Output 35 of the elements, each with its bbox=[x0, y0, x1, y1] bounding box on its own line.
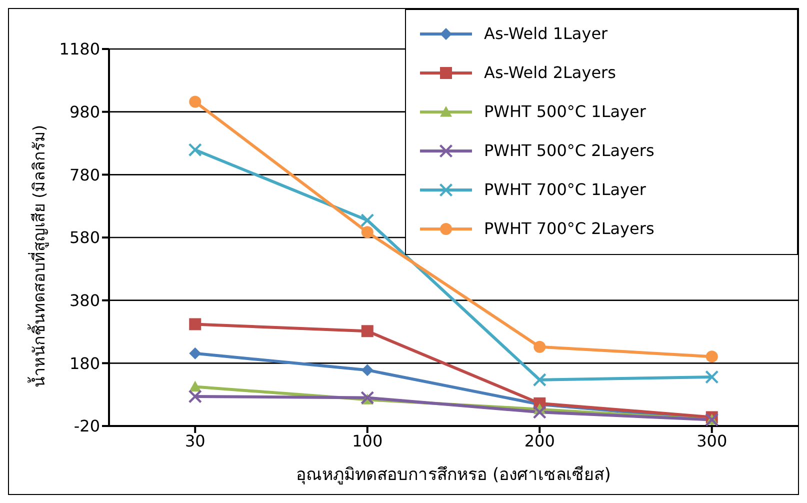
point bbox=[533, 406, 546, 419]
point bbox=[361, 325, 374, 338]
y-tick-label: 1180 bbox=[59, 40, 100, 59]
y-tick-label: 980 bbox=[69, 102, 100, 122]
point bbox=[189, 318, 202, 330]
y-axis-title: น้ำหนักชิ้นทดสอบที่สูญเสีย (มิลลิกรัม) bbox=[28, 124, 50, 388]
point bbox=[188, 143, 202, 156]
y-tick-label: 380 bbox=[69, 291, 100, 310]
point bbox=[360, 214, 374, 227]
y-tick-label: 580 bbox=[69, 228, 100, 248]
x-axis-title: อุณหภูมิทดสอบการสึกหรอ (องศาเซลเซียส) bbox=[296, 465, 611, 485]
point bbox=[705, 370, 718, 384]
point bbox=[360, 391, 374, 404]
legend-label: As-Weld 2Layers bbox=[484, 63, 616, 82]
point bbox=[188, 390, 202, 403]
legend-label: As-Weld 1Layer bbox=[484, 24, 608, 43]
point bbox=[706, 350, 718, 363]
y-tick-label: 780 bbox=[69, 165, 100, 184]
legend-label: PWHT 500°C 2Layers bbox=[484, 141, 654, 160]
y-tick-label: -20 bbox=[74, 416, 100, 436]
point bbox=[189, 347, 202, 360]
x-tick-label: 100 bbox=[352, 431, 383, 450]
x-tick-label: 30 bbox=[184, 431, 206, 450]
legend-label: PWHT 700°C 1Layer bbox=[484, 180, 646, 199]
x-tick-label: 300 bbox=[696, 431, 728, 450]
x-tick-label: 200 bbox=[524, 431, 555, 450]
point bbox=[189, 96, 202, 108]
point bbox=[361, 226, 374, 238]
legend-label: PWHT 700°C 2Layers bbox=[484, 219, 654, 238]
legend-label: PWHT 500°C 1Layer bbox=[484, 102, 646, 121]
point bbox=[533, 373, 546, 386]
y-tick-label: 180 bbox=[69, 354, 100, 373]
point bbox=[189, 380, 202, 392]
point bbox=[534, 340, 546, 353]
point bbox=[361, 364, 374, 376]
